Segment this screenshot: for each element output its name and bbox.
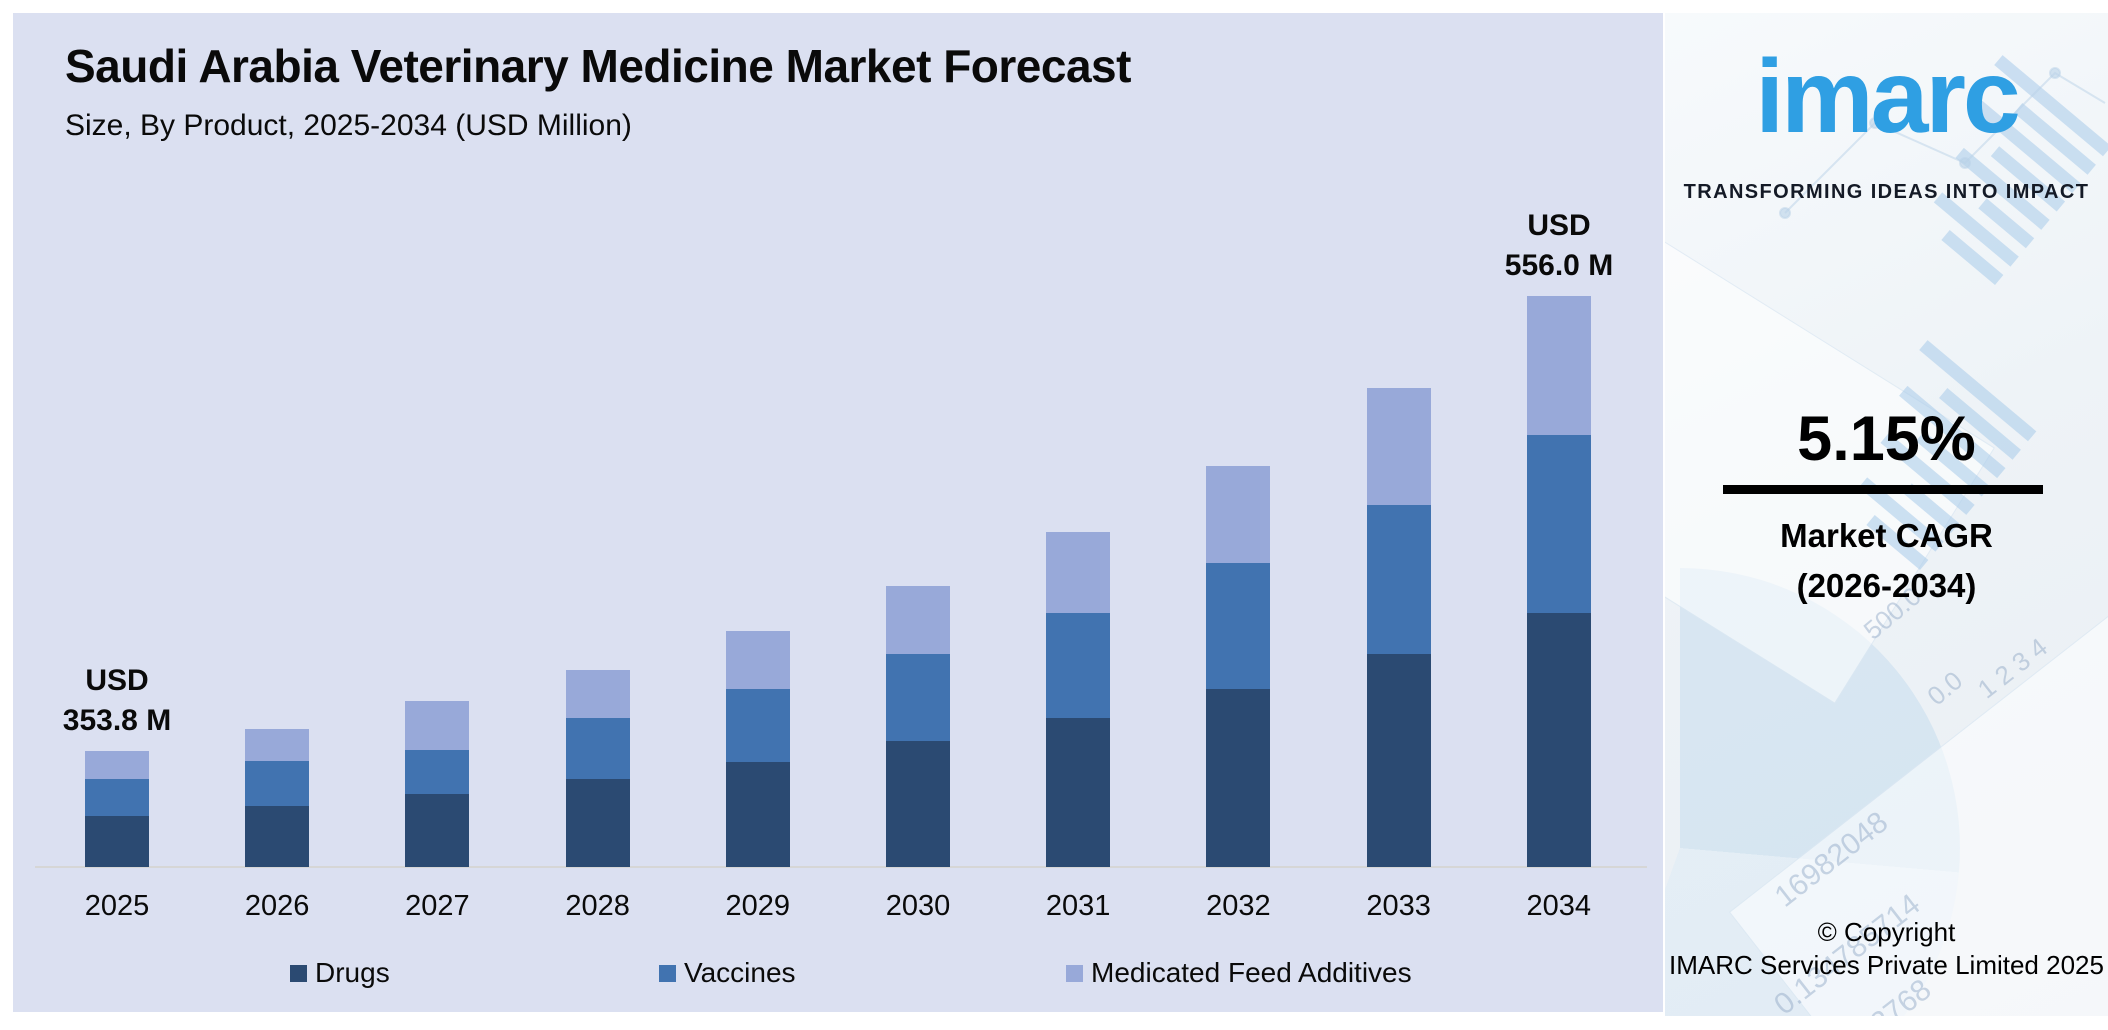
bar-segment-2025-medicated-feed-additives xyxy=(85,751,149,779)
bar-segment-2027-drugs xyxy=(405,794,470,867)
imarc-tagline: TRANSFORMING IDEAS INTO IMPACT xyxy=(1683,181,2090,203)
chart-subtitle: Size, By Product, 2025-2034 (USD Million… xyxy=(65,109,632,142)
bar-segment-2027-vaccines xyxy=(405,750,470,794)
cagr-value: 5.15% xyxy=(1797,404,1976,474)
legend-swatch-icon xyxy=(1066,964,1083,982)
x-tick-2031: 2031 xyxy=(1045,890,1111,922)
bar-segment-2034-drugs xyxy=(1526,613,1591,867)
bar-segment-2033-medicated-feed-additives xyxy=(1366,388,1431,505)
bar-segment-2030-drugs xyxy=(886,741,950,867)
plot-area: 2025 2026 2027 2028 2029 2030 2031 2032 2033 2034… xyxy=(13,13,1663,1012)
bar-2029 xyxy=(725,631,790,867)
x-tick-2025: 2025 xyxy=(84,890,150,922)
bar-segment-2031-medicated-feed-additives xyxy=(1046,532,1111,613)
bar-segment-2028-medicated-feed-additives xyxy=(565,670,630,718)
x-tick-2034: 2034 xyxy=(1526,890,1592,922)
legend-label: Medicated Feed Additives xyxy=(1091,957,1412,988)
x-tick-2027: 2027 xyxy=(405,890,470,922)
x-tick-2030: 2030 xyxy=(885,890,951,922)
bar-segment-2034-vaccines xyxy=(1526,435,1591,613)
x-axis-line xyxy=(35,866,1647,868)
bar-2025 xyxy=(85,751,149,867)
first-bar-value-label: USD 353.8 M xyxy=(17,661,217,741)
bar-segment-2031-vaccines xyxy=(1046,613,1111,718)
brand-panel: 500.0 0.0 1 2 3 4 16982048 0.134785714 32768 … xyxy=(1665,13,2108,1016)
cagr-label: Market CAGR xyxy=(1780,517,1993,554)
legend-item-drugs: Drugs xyxy=(290,957,390,989)
bar-segment-2030-medicated-feed-additives xyxy=(886,586,950,654)
legend-item-medicated-feed-additives: Medicated Feed Additives xyxy=(1066,957,1412,989)
bar-2031 xyxy=(1046,532,1111,867)
legend-label: Vaccines xyxy=(684,957,796,988)
bar-segment-2030-vaccines xyxy=(886,654,950,741)
x-tick-2032: 2032 xyxy=(1206,890,1271,922)
bar-segment-2031-drugs xyxy=(1046,718,1111,867)
bar-2034 xyxy=(1526,296,1591,867)
x-tick-2029: 2029 xyxy=(725,890,791,922)
bar-segment-2032-drugs xyxy=(1206,689,1271,867)
imarc-logo-text: imarc xyxy=(1755,39,2021,155)
x-tick-2028: 2028 xyxy=(565,890,630,922)
watermark-bar xyxy=(1941,230,2004,285)
bar-segment-2032-vaccines xyxy=(1206,563,1271,689)
bar-segment-2026-vaccines xyxy=(245,761,310,806)
bar-segment-2033-vaccines xyxy=(1366,505,1431,654)
bar-segment-2032-medicated-feed-additives xyxy=(1206,466,1271,563)
bar-segment-2034-medicated-feed-additives xyxy=(1526,296,1591,435)
bar-2028 xyxy=(565,670,630,867)
bar-segment-2027-medicated-feed-additives xyxy=(405,701,470,750)
chart-title: Saudi Arabia Veterinary Medicine Market … xyxy=(65,40,1131,92)
bar-2032 xyxy=(1206,466,1271,867)
bar-2030 xyxy=(886,586,950,867)
watermark-number: 1 2 3 4 xyxy=(1971,631,2054,705)
copyright-block: © Copyright IMARC Services Private Limit… xyxy=(1665,916,2108,982)
bar-segment-2028-drugs xyxy=(565,779,630,867)
bar-segment-2029-drugs xyxy=(725,762,790,867)
bar-2027 xyxy=(405,701,470,867)
last-bar-value-line2: 556.0 M xyxy=(1504,249,1614,282)
last-bar-value-line1: USD xyxy=(1527,209,1591,242)
watermark-number: 16982048 xyxy=(1768,805,1895,914)
first-bar-value-line2: 353.8 M xyxy=(62,704,172,737)
chart-panel: Saudi Arabia Veterinary Medicine Market … xyxy=(13,13,1663,1012)
bar-segment-2033-drugs xyxy=(1366,654,1431,867)
bar-segment-2025-vaccines xyxy=(85,779,149,816)
bar-segment-2025-drugs xyxy=(85,816,149,867)
bar-2026 xyxy=(245,729,310,867)
watermark-number: 0.0 xyxy=(1921,665,1969,712)
legend-swatch-icon xyxy=(290,964,307,982)
bar-segment-2029-vaccines xyxy=(725,689,790,762)
x-tick-2026: 2026 xyxy=(244,890,310,922)
bar-segment-2028-vaccines xyxy=(565,718,630,779)
x-tick-2033: 2033 xyxy=(1366,890,1431,922)
bar-segment-2026-medicated-feed-additives xyxy=(245,729,310,761)
stat-divider xyxy=(1723,485,2043,494)
legend-swatch-icon xyxy=(659,964,676,982)
first-bar-value-line1: USD xyxy=(85,664,149,697)
bar-segment-2026-drugs xyxy=(245,806,310,867)
legend-label: Drugs xyxy=(315,957,390,988)
bar-segment-2029-medicated-feed-additives xyxy=(725,631,790,689)
legend-item-vaccines: Vaccines xyxy=(659,957,796,989)
last-bar-value-label: USD 556.0 M xyxy=(1459,206,1659,286)
copyright-line2: IMARC Services Private Limited 2025 xyxy=(1669,950,2104,980)
imarc-logo: imarc xyxy=(1665,27,2108,167)
bar-2033 xyxy=(1366,388,1431,867)
watermark-bar xyxy=(1978,198,2035,249)
cagr-period: (2026-2034) xyxy=(1796,567,1977,604)
copyright-line1: © Copyright xyxy=(1817,917,1956,947)
